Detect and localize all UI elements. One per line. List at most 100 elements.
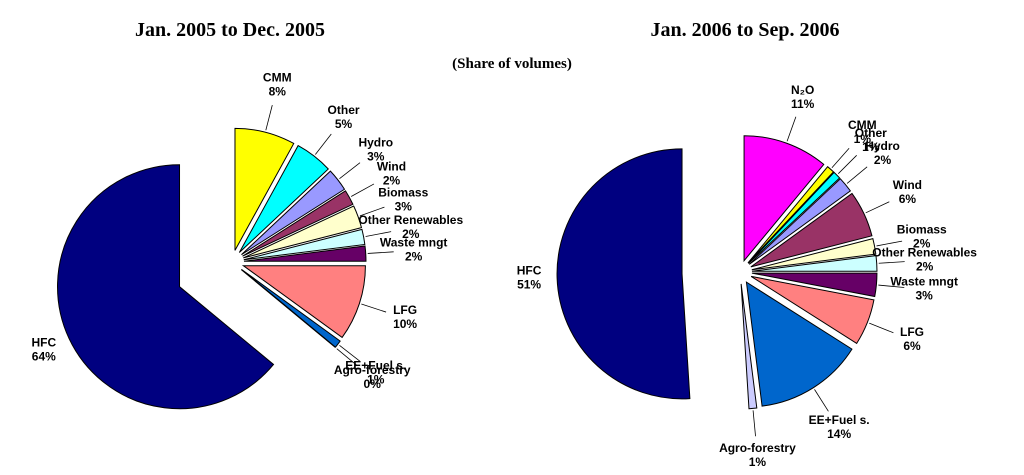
slice-value: 11% [791, 97, 815, 111]
pie-slice [745, 281, 853, 407]
pie-slice [241, 265, 366, 339]
leader-line [315, 133, 332, 155]
slice-value: 8% [269, 85, 287, 99]
slice-value: 1% [862, 140, 880, 154]
slice-name: CMM [848, 118, 877, 132]
pie-slice [747, 165, 835, 264]
leader-line [878, 284, 905, 288]
slice-name: HFC [31, 336, 56, 350]
pie-slice [243, 228, 366, 261]
slice-label: N₂O 11% [791, 83, 815, 111]
pie-slice [57, 164, 275, 410]
leader-line [339, 162, 361, 179]
slice-value: 64% [32, 350, 56, 364]
slice-label: Biomass 2% [897, 222, 947, 250]
slice-value: 1% [749, 455, 767, 469]
leader-line [814, 389, 829, 412]
slice-name: Other Renewables [358, 213, 463, 227]
slice-label: Other 1% [855, 126, 887, 154]
slice-label: Wind 6% [893, 178, 922, 206]
slice-value: 2% [874, 153, 892, 167]
slice-label: Hydro 2% [865, 139, 900, 167]
leader-line [752, 410, 756, 437]
pie-slice [238, 144, 329, 253]
slice-label: EE+Fuel s. 1% [345, 359, 406, 387]
slice-value: 6% [903, 339, 921, 353]
slice-value: 14% [827, 427, 851, 441]
leader-line [878, 261, 905, 264]
pie-slice [242, 190, 354, 257]
leader-line [831, 147, 850, 168]
slice-label: EE+Fuel s. 14% [809, 413, 870, 441]
pie-slice [241, 170, 346, 256]
slice-value: 0% [364, 377, 382, 391]
leader-line [339, 345, 361, 362]
slice-label: Waste mngt 2% [380, 236, 448, 264]
slice-label: LFG 6% [900, 325, 924, 353]
pie-slice [748, 171, 841, 264]
pie-slice [751, 255, 878, 272]
slice-label: HFC 51% [517, 264, 542, 292]
slice-name: Hydro [865, 139, 900, 153]
slice-value: 51% [517, 278, 541, 292]
slice-name: Waste mngt [890, 274, 958, 288]
slice-value: 2% [405, 250, 423, 264]
slice-name: LFG [900, 325, 924, 339]
slice-name: Wind [893, 178, 922, 192]
chart-title: Jan. 2005 to Dec. 2005 [135, 19, 325, 41]
leader-line [846, 166, 868, 184]
leader-line [265, 104, 273, 131]
leader-line [865, 201, 890, 214]
slice-value: 6% [899, 192, 917, 206]
pie-slice [743, 135, 825, 263]
pie-slice [556, 148, 691, 400]
leader-line [350, 183, 375, 197]
slice-name: Other [328, 103, 360, 117]
slice-label: LFG 10% [393, 303, 417, 331]
slice-name: EE+Fuel s. [809, 413, 870, 427]
chart-title: Jan. 2006 to Sep. 2006 [651, 19, 840, 41]
leader-line [336, 348, 358, 366]
slice-label: Biomass 3% [378, 185, 428, 213]
leader-line [876, 240, 903, 247]
leader-line [367, 251, 394, 254]
slice-label: Other Renewables 2% [872, 245, 977, 273]
slice-name: EE+Fuel s. [345, 359, 406, 373]
slice-value: 2% [402, 227, 420, 241]
leader-line [869, 322, 894, 334]
leader-line [838, 155, 857, 174]
slice-label: Other 5% [328, 103, 360, 131]
slice-name: N₂O [791, 83, 814, 97]
slice-name: Wind [377, 159, 406, 173]
slice-label: Other Renewables 2% [358, 213, 463, 241]
slice-name: Other Renewables [872, 245, 977, 259]
slice-label: Wind 2% [377, 159, 406, 187]
pie-slice [750, 192, 873, 268]
slice-value: 3% [395, 199, 413, 213]
pie-slice [740, 283, 758, 410]
slice-label: Agro-forestry 1% [719, 441, 796, 469]
slice-value: 3% [916, 288, 934, 302]
pie-slice [243, 205, 363, 259]
pie-slice [751, 238, 877, 271]
slice-name: CMM [263, 71, 292, 85]
pie-slice [751, 272, 878, 298]
slice-value: 2% [383, 173, 401, 187]
subtitle: (Share of volumes) [452, 56, 572, 72]
slice-value: 1% [854, 132, 872, 146]
slice-name: HFC [517, 264, 542, 278]
leader-line [361, 303, 387, 313]
pie-slice [234, 127, 295, 251]
slice-name: Agro-forestry [334, 363, 411, 377]
pie-slice [750, 275, 875, 345]
slice-label: Hydro 3% [358, 135, 393, 163]
slice-value: 10% [393, 317, 417, 331]
leader-line [359, 206, 385, 217]
slice-name: Hydro [358, 135, 393, 149]
slice-name: Biomass [897, 222, 947, 236]
slice-name: Agro-forestry [719, 441, 796, 455]
slice-value: 3% [367, 149, 385, 163]
pie-slice [243, 245, 367, 262]
slice-value: 5% [335, 117, 353, 131]
